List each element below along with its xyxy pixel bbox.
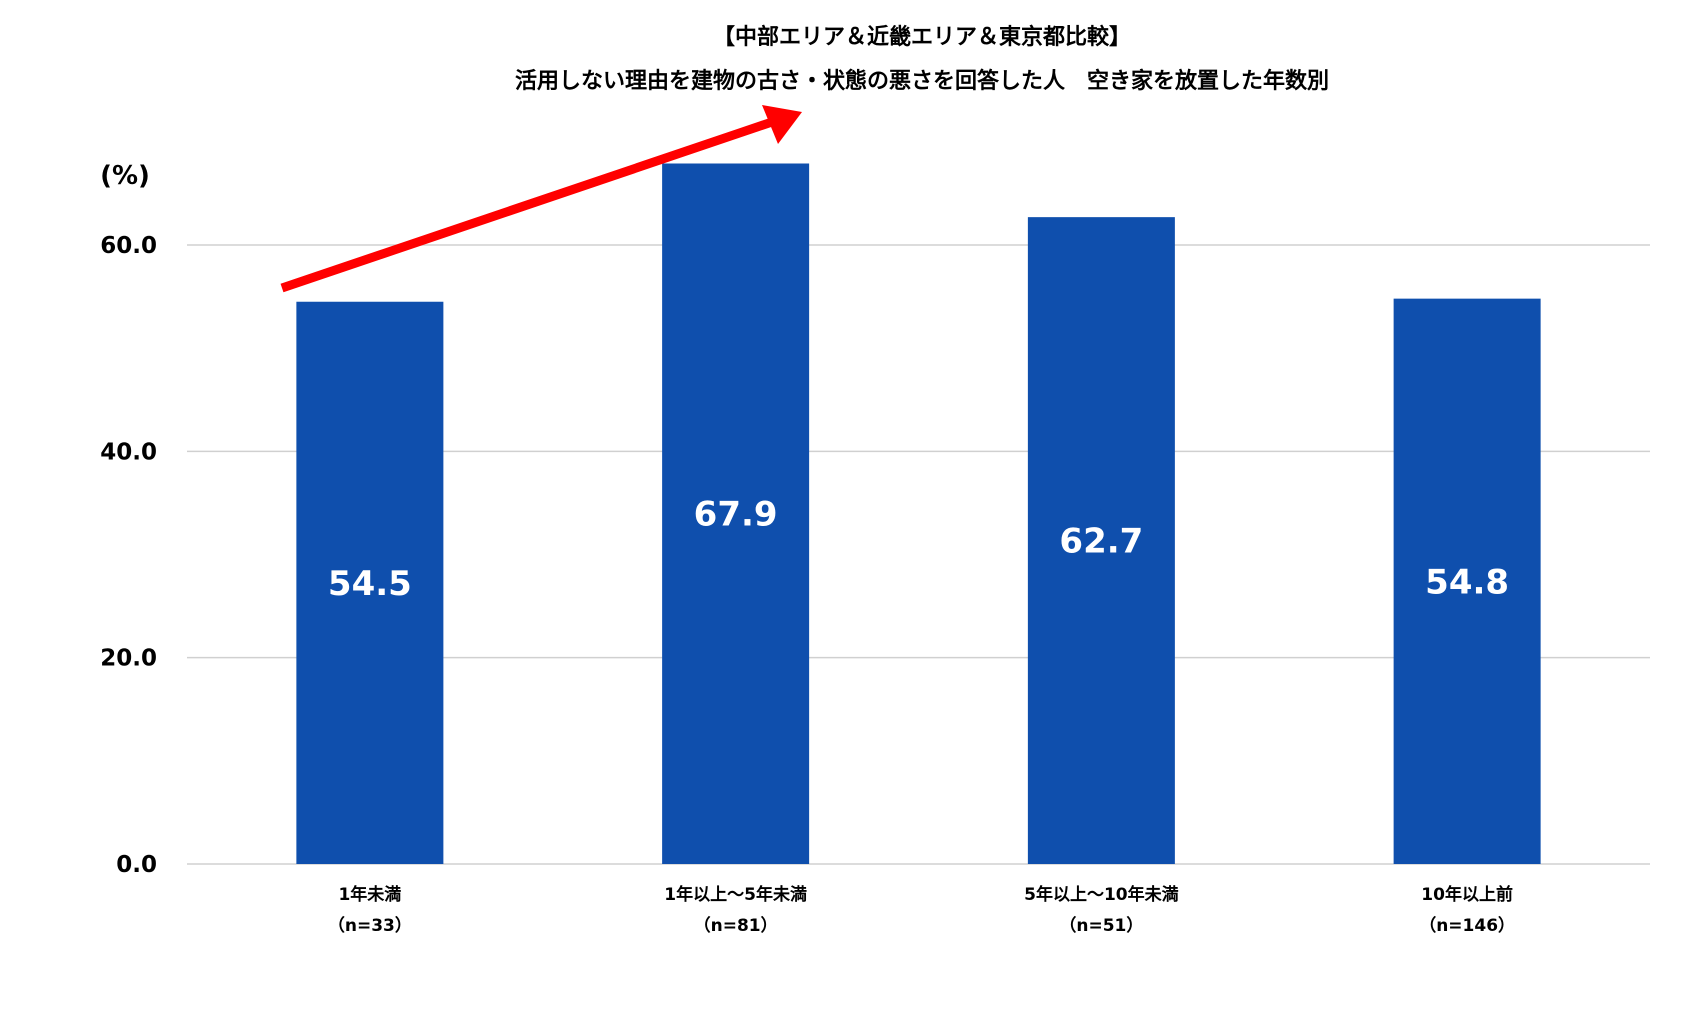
y-tick-label: 40.0 (100, 439, 157, 465)
x-category-label: 1年未満 (338, 884, 401, 905)
data-label: 54.8 (1425, 562, 1509, 602)
trend-arrow (280, 105, 802, 293)
bar (296, 301, 444, 864)
bar (662, 163, 810, 864)
x-axis-labels: 1年未満 （n=33） 1年以上～5年未満 （n=81） 5年以上～10年未満 （n=51… (328, 884, 1515, 936)
x-category-n-label: （n=51） (1059, 915, 1143, 936)
x-category-label: 1年以上～5年未満 (664, 884, 807, 905)
bar (1393, 298, 1541, 864)
bar (1027, 217, 1175, 864)
x-category-n-label: （n=146） (1419, 915, 1515, 936)
y-axis-unit-label: (%) (100, 161, 150, 191)
bars (296, 163, 1541, 864)
y-tick-label: 0.0 (116, 852, 157, 878)
y-tick-label: 20.0 (100, 646, 157, 672)
trend-arrow-shaft (280, 117, 774, 293)
data-label: 62.7 (1059, 522, 1143, 562)
x-category-n-label: （n=81） (694, 915, 778, 936)
x-category-label: 10年以上前 (1421, 884, 1513, 905)
chart-title: 【中部エリア＆近畿エリア＆東京都比較】 (713, 24, 1131, 50)
chart-subtitle: 活用しない理由を建物の古さ・状態の悪さを回答した人 空き家を放置した年数別 (515, 68, 1329, 94)
y-axis-ticks: 0.0 20.0 40.0 60.0 (100, 233, 157, 878)
data-labels: 54.5 67.9 62.7 54.8 (328, 495, 1509, 604)
data-label: 54.5 (328, 564, 412, 604)
y-tick-label: 60.0 (100, 233, 157, 259)
x-category-n-label: （n=33） (328, 915, 412, 936)
trend-arrow-head (762, 105, 802, 144)
data-label: 67.9 (694, 495, 778, 535)
x-category-label: 5年以上～10年未満 (1024, 884, 1179, 905)
